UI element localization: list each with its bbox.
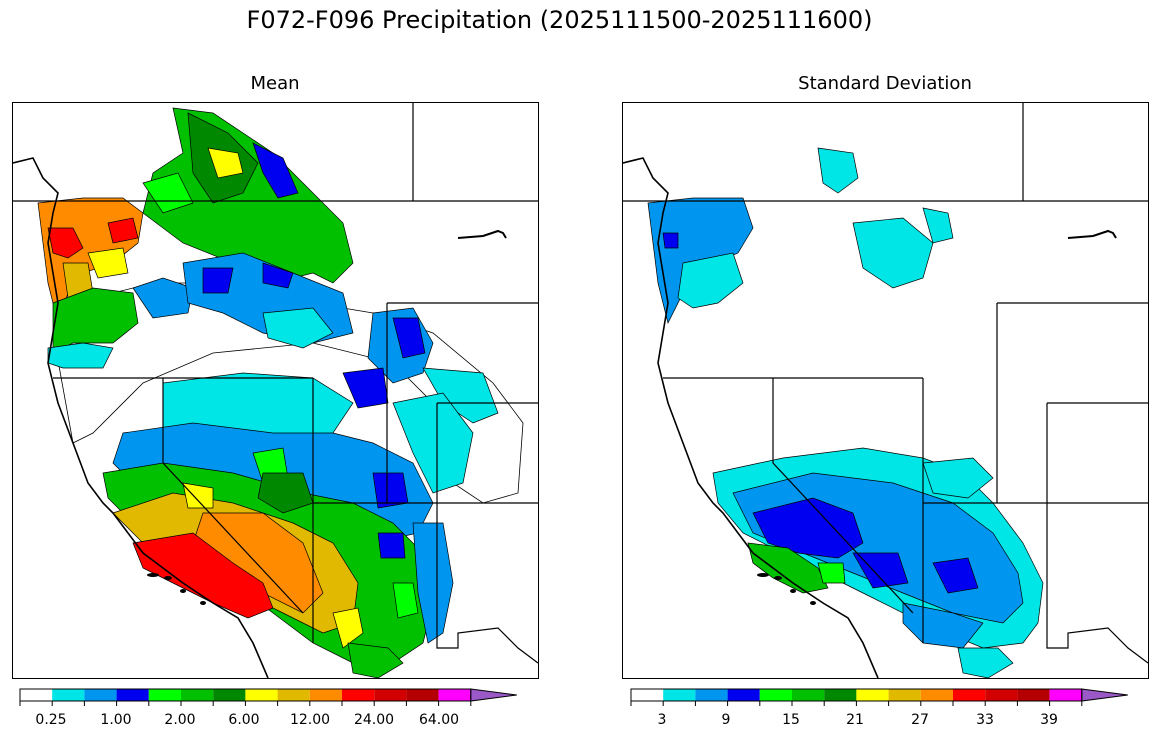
region-south-darkblue <box>377 532 406 559</box>
mean-colorbar-segment <box>342 689 375 701</box>
mean-colorbar-segment <box>438 689 471 701</box>
sd-region-north-cyan <box>817 147 859 194</box>
mean-tick-label: 2.00 <box>164 712 196 728</box>
region-coast-red2 <box>107 217 139 244</box>
mean-colorbar-segment <box>116 689 149 701</box>
sd-region-east-cyan <box>922 457 994 499</box>
region-oregon-cyan <box>47 342 114 369</box>
region-north-blue <box>252 142 299 199</box>
region-socal-yellow <box>182 482 214 509</box>
sd-colorbar-segment <box>856 689 889 701</box>
sd-region-montana-cyan <box>922 207 954 244</box>
sd-colorbar-segment <box>727 689 760 701</box>
sd-colorbar-segment <box>985 689 1018 701</box>
lake-outline <box>457 229 507 239</box>
sd-colorbar-segment <box>953 689 986 701</box>
mean-colorbar <box>19 688 517 706</box>
sd-state-borders <box>623 103 1148 664</box>
sd-region-wa-darkblue <box>662 232 679 249</box>
channel-islands <box>147 573 206 605</box>
figure-title: F072-F096 Precipitation (2025111500-2025… <box>246 6 873 34</box>
mean-map-svg <box>13 103 538 678</box>
sd-panel-title: Standard Deviation <box>798 73 972 94</box>
sd-colorbar-segment <box>1017 689 1050 701</box>
sd-lake-outline <box>1067 229 1117 239</box>
mean-colorbar-segment <box>20 689 53 701</box>
sd-colorbar-segment <box>1049 689 1082 701</box>
mean-tick-label: 0.25 <box>35 712 67 728</box>
region-south-lightgreen <box>392 582 419 619</box>
sd-precipitation-map <box>622 102 1149 679</box>
sd-region-border-cyan <box>957 647 1014 678</box>
mean-precipitation-map <box>12 102 539 679</box>
sd-colorbar-segment <box>663 689 696 701</box>
region-wyoming-darkblue <box>392 317 426 359</box>
sd-tick-label: 27 <box>911 712 929 728</box>
sd-region-south-darkblue2 <box>852 552 909 589</box>
sd-region-south-darkblue3 <box>932 557 979 594</box>
mean-colorbar-segment <box>245 689 278 701</box>
sd-colorbar-segment <box>759 689 792 701</box>
mean-colorbar-segment <box>213 689 246 701</box>
state-borders <box>13 103 538 664</box>
sd-map-svg <box>623 103 1148 678</box>
sd-tick-label: 21 <box>846 712 864 728</box>
region-north-lightgreen <box>142 172 194 214</box>
sd-region-socal-green <box>747 542 829 594</box>
sd-tick-label: 33 <box>976 712 994 728</box>
sd-region-socal-lightgreen <box>817 562 846 584</box>
mean-tick-label: 12.00 <box>289 712 331 728</box>
sd-tick-label: 39 <box>1040 712 1058 728</box>
coastline <box>13 157 269 678</box>
region-coast-red <box>47 227 84 259</box>
sd-colorbar-segment <box>631 689 664 701</box>
sd-region-wa-cyan <box>677 252 744 309</box>
mean-colorbar-segment <box>374 689 407 701</box>
region-basin-darkblue <box>342 367 389 409</box>
region-south-blue <box>412 522 454 644</box>
mean-tick-label: 1.00 <box>100 712 132 728</box>
mean-colorbar-segment <box>84 689 117 701</box>
mean-tick-label: 64.00 <box>418 712 460 728</box>
region-idaho-cyan <box>262 307 334 349</box>
sd-tick-label: 9 <box>721 712 731 728</box>
sd-region-idaho-cyan <box>852 217 934 289</box>
mean-colorbar-segment <box>181 689 214 701</box>
sd-channel-islands <box>757 573 816 605</box>
region-socal-yellow2 <box>332 607 364 649</box>
sd-colorbar <box>630 688 1128 706</box>
region-idaho-darkblue2 <box>262 262 294 289</box>
sd-coastline <box>623 157 879 678</box>
mean-panel-title: Mean <box>250 73 300 94</box>
mean-colorbar-segment <box>309 689 342 701</box>
sd-colorbar-extend-arrow <box>1081 688 1128 702</box>
region-coast-yellow <box>87 247 129 279</box>
mean-colorbar-segment <box>52 689 85 701</box>
region-south-darkgreen <box>257 472 314 514</box>
sd-region-south-darkblue <box>752 497 864 559</box>
region-idaho-darkblue <box>202 267 234 294</box>
sd-colorbar-segment <box>824 689 857 701</box>
mean-colorbar-extend-arrow <box>470 688 517 702</box>
region-north-yellow <box>207 147 244 179</box>
sd-tick-label: 15 <box>782 712 800 728</box>
mean-tick-label: 24.00 <box>353 712 395 728</box>
region-border-green <box>347 642 404 678</box>
sd-colorbar-segment <box>695 689 728 701</box>
sd-colorbar-segment <box>792 689 825 701</box>
sd-colorbar-segment <box>920 689 953 701</box>
sd-tick-label: 3 <box>657 712 667 728</box>
sd-colorbar-segment <box>888 689 921 701</box>
mean-colorbar-segment <box>277 689 310 701</box>
region-east-cyan <box>392 392 474 494</box>
mean-colorbar-segment <box>406 689 439 701</box>
mean-colorbar-segment <box>148 689 181 701</box>
mean-tick-label: 6.00 <box>228 712 260 728</box>
